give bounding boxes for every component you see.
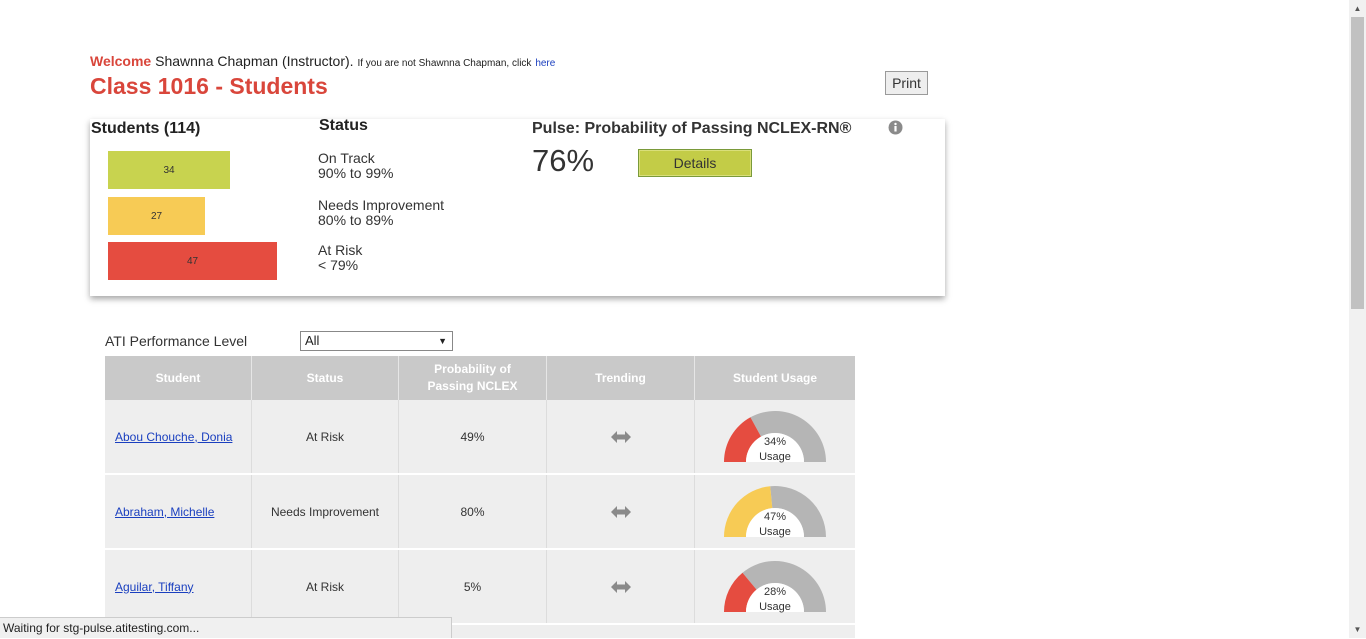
usage-gauge-remaining: [770, 485, 826, 537]
column-header-status[interactable]: Status: [252, 356, 399, 400]
usage-text: 47% Usage: [724, 510, 826, 540]
trending-cell: [547, 400, 695, 473]
student-link[interactable]: Aguilar, Tiffany: [115, 579, 194, 594]
details-button[interactable]: Details: [638, 149, 752, 177]
usage-gauge-remaining: [750, 410, 826, 462]
probability-cell: 49%: [399, 400, 547, 473]
column-header-trending[interactable]: Trending: [547, 356, 695, 400]
legend-needs-improvement: Needs Improvement 80% to 89%: [318, 198, 444, 228]
dropdown-arrow-icon: ▼: [438, 336, 447, 346]
performance-level-label: ATI Performance Level: [105, 333, 248, 349]
usage-gauge-svg: [724, 560, 826, 612]
usage-percent: 34%: [763, 435, 787, 448]
column-header-usage[interactable]: Student Usage: [732, 370, 817, 385]
needs-improvement-count: 27: [150, 210, 163, 222]
scroll-thumb[interactable]: [1351, 17, 1364, 309]
usage-gauge-center: [746, 507, 804, 537]
not-user-text: If you are not Shawnna Chapman, click: [357, 58, 532, 69]
at-risk-bar: 47: [108, 242, 277, 280]
status-cell: At Risk: [252, 400, 399, 473]
usage-gauge-center: [746, 582, 804, 612]
students-count-title: Students (114): [91, 120, 201, 137]
student-cell: Abraham, Michelle: [105, 475, 252, 548]
usage-percent: 28%: [763, 585, 787, 598]
browser-status-bar: Waiting for stg-pulse.atitesting.com...: [0, 617, 452, 638]
legend-name: On Track: [318, 150, 375, 166]
welcome-line: Welcome Shawnna Chapman (Instructor). If…: [90, 53, 555, 69]
usage-gauge-remaining: [742, 560, 826, 612]
legend-range: < 79%: [318, 257, 359, 273]
student-cell: Abou Chouche, Donia: [105, 400, 252, 473]
legend-at-risk: At Risk < 79%: [318, 243, 362, 273]
usage-percent: 47%: [763, 510, 787, 523]
status-cell: At Risk: [252, 550, 399, 623]
info-icon[interactable]: [888, 120, 903, 135]
usage-label: Usage: [759, 450, 791, 463]
usage-text: 28% Usage: [724, 585, 826, 615]
usage-cell: 34% Usage: [695, 400, 855, 473]
table-row: Abraham, Michelle Needs Improvement 80% …: [105, 475, 855, 548]
legend-range: 90% to 99%: [318, 165, 394, 181]
table-row: Abou Chouche, Donia At Risk 49% 34% Usag…: [105, 400, 855, 473]
legend-name: Needs Improvement: [318, 197, 445, 213]
needs-improvement-bar: 27: [108, 197, 205, 235]
welcome-word: Welcome: [90, 53, 152, 69]
usage-gauge-svg: [724, 410, 826, 462]
print-button[interactable]: Print: [885, 71, 928, 95]
probability-cell: 5%: [399, 550, 547, 623]
pulse-value: 76%: [532, 143, 595, 178]
usage-label: Usage: [759, 525, 791, 538]
performance-level-select[interactable]: All ▼: [300, 331, 453, 351]
table-row: Aguilar, Tiffany At Risk 5% 28% Usage: [105, 550, 855, 623]
left-right-arrow-icon: [610, 505, 631, 518]
usage-label: Usage: [759, 600, 791, 613]
left-right-arrow-icon: [610, 430, 631, 443]
column-header-probability[interactable]: Probability of Passing NCLEX: [399, 356, 547, 400]
probability-cell: 80%: [399, 475, 547, 548]
usage-gauge-center: [746, 432, 804, 462]
student-link[interactable]: Abraham, Michelle: [115, 504, 215, 519]
page-title: Class 1016 - Students: [90, 73, 328, 99]
legend-range: 80% to 89%: [318, 212, 394, 228]
usage-gauge: 34% Usage: [724, 410, 826, 465]
column-header-student[interactable]: Student: [105, 356, 252, 400]
usage-gauge: 47% Usage: [724, 485, 826, 540]
usage-gauge: 28% Usage: [724, 560, 826, 615]
pulse-title: Pulse: Probability of Passing NCLEX-RN®: [532, 120, 852, 137]
scroll-down-arrow-icon[interactable]: ▼: [1353, 625, 1362, 634]
user-name: Shawnna Chapman (Instructor).: [155, 53, 354, 69]
student-cell: Aguilar, Tiffany: [105, 550, 252, 623]
students-table-header: Student Status Probability of Passing NC…: [105, 356, 855, 400]
usage-gauge-fill: [724, 572, 757, 612]
left-right-arrow-icon: [610, 580, 631, 593]
usage-cell: 28% Usage: [695, 550, 855, 623]
vertical-scrollbar[interactable]: ▲ ▼: [1349, 0, 1366, 638]
on-track-count: 34: [163, 164, 175, 176]
here-link[interactable]: here: [535, 58, 556, 69]
legend-on-track: On Track 90% to 99%: [318, 151, 394, 181]
status-cell: Needs Improvement: [252, 475, 399, 548]
trending-cell: [547, 475, 695, 548]
trending-cell: [547, 550, 695, 623]
performance-level-value: All: [305, 333, 320, 348]
usage-text: 34% Usage: [724, 435, 826, 465]
status-title: Status: [319, 117, 368, 134]
usage-gauge-svg: [724, 485, 826, 537]
on-track-bar: 34: [108, 151, 230, 189]
legend-name: At Risk: [318, 242, 363, 258]
scroll-up-arrow-icon[interactable]: ▲: [1353, 4, 1362, 13]
student-link[interactable]: Abou Chouche, Donia: [115, 429, 233, 444]
usage-gauge-fill: [724, 416, 762, 462]
usage-gauge-fill: [724, 485, 773, 537]
at-risk-count: 47: [186, 255, 199, 267]
usage-cell: 47% Usage: [695, 475, 855, 548]
